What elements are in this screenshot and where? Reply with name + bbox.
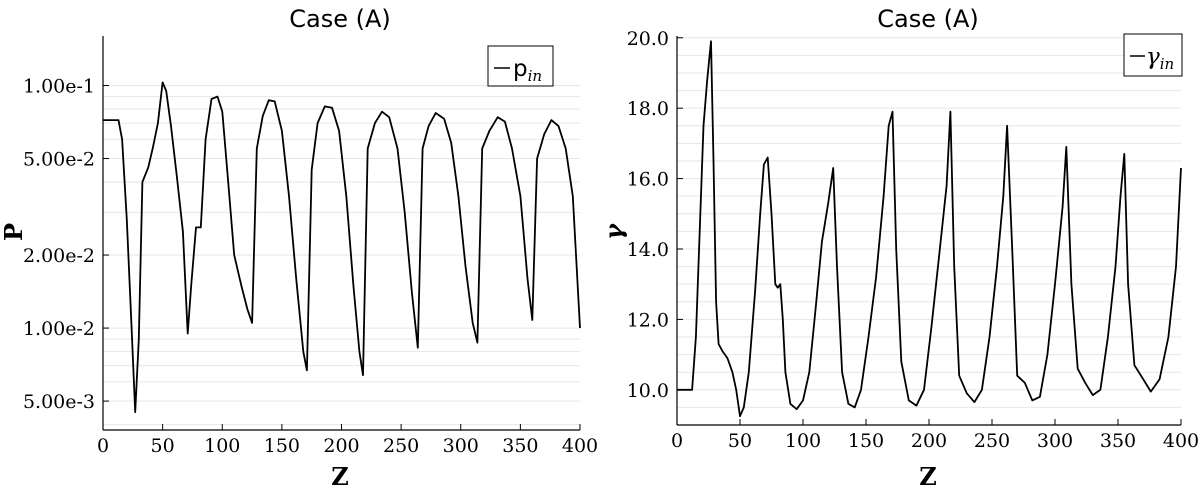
legend: γin [1123,33,1183,77]
legend-box [1123,33,1183,77]
y-axis-label: P [0,223,28,241]
x-tick-label: 0 [671,430,683,452]
legend-box [487,45,554,87]
y-tick-label: 2.00e-2 [23,245,95,267]
x-ticks: 0 50 100 150 200 250 300 350 400 [671,419,1199,452]
plot-area [677,40,1182,418]
x-tick-label: 400 [562,435,598,457]
x-tick-label: 300 [1037,430,1073,452]
chart-title: Case (A) [289,5,391,33]
x-tick-label: 300 [443,435,479,457]
x-axis-label: Z [331,462,349,491]
x-tick-label: 350 [1100,430,1136,452]
gamma-chart: Case (A) 0 50 100 150 200 250 300 350 400 10.0 12… [599,5,1199,491]
x-tick-label: 50 [151,435,175,457]
legend-label: γin [1146,44,1174,73]
x-tick-label: 250 [383,435,419,457]
y-tick-label: 16.0 [627,169,669,191]
x-tick-label: 50 [728,430,752,452]
legend-label: pin [513,56,542,85]
y-ticks: 1.00e-1 5.00e-2 2.00e-2 1.00e-2 5.00e-3 [23,76,109,413]
x-tick-label: 200 [911,430,947,452]
series-line [103,81,581,414]
x-tick-label: 250 [974,430,1010,452]
pressure-chart: Case (A) 0 50 100 150 200 250 300 350 400 1.00e-… [0,5,598,491]
y-tick-label: 12.0 [627,309,669,331]
x-tick-label: 200 [323,435,359,457]
y-ticks: 10.0 12.0 14.0 16.0 18.0 20.0 [627,28,683,402]
x-tick-label: 350 [502,435,538,457]
x-tick-label: 100 [204,435,240,457]
y-axis-label: γ [599,223,628,240]
x-axis-label: Z [919,462,937,491]
y-tick-label: 1.00e-1 [23,76,95,98]
y-tick-label: 5.00e-3 [23,391,95,413]
x-tick-label: 150 [848,430,884,452]
grid [677,37,1181,426]
y-tick-label: 20.0 [627,28,669,50]
grid [103,85,580,426]
series-line [677,40,1182,418]
x-tick-label: 0 [97,435,109,457]
y-tick-label: 1.00e-2 [23,318,95,340]
plot-area [103,81,581,414]
y-tick-label: 18.0 [627,98,669,120]
x-tick-label: 150 [264,435,300,457]
y-tick-label: 14.0 [627,239,669,261]
legend: pin [487,45,554,87]
y-tick-label: 10.0 [627,380,669,402]
chart-title: Case (A) [877,5,979,33]
y-tick-label: 5.00e-2 [23,149,95,171]
x-ticks: 0 50 100 150 200 250 300 350 400 [97,424,598,457]
x-tick-label: 100 [785,430,821,452]
x-tick-label: 400 [1163,430,1199,452]
